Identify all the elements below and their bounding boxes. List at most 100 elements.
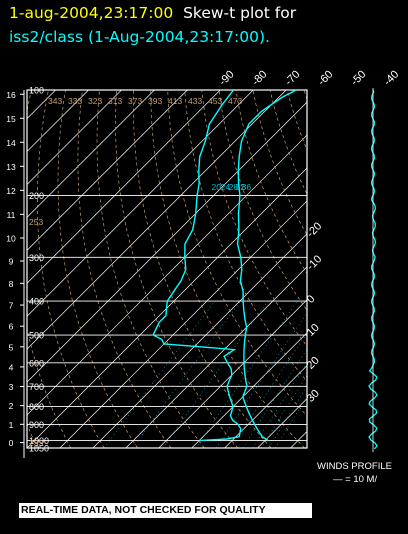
mixing-ratio-label: 32 [236, 182, 246, 192]
pressure-tick-label: 700 [29, 382, 44, 392]
isotherm-top-label: -80 [250, 68, 270, 88]
dry-adiabat-line [372, 90, 408, 448]
isotherm-line [323, 90, 408, 448]
winds-profile-scale: — = 10 M/ [333, 474, 377, 485]
mixing-ratio-label: 24 [221, 182, 231, 192]
pressure-tick-label: 1050 [29, 444, 49, 454]
height-tick-label: 1 [9, 420, 14, 430]
plot-label: Skew-t plot for [183, 4, 297, 22]
adiabat-top-label: 323 [88, 96, 102, 106]
isotherm-line [27, 134, 307, 416]
isotherm-line [191, 332, 307, 448]
isotherm-line [27, 90, 287, 350]
adiabat-top-label: 413 [168, 96, 182, 106]
isotherm-line [59, 200, 307, 448]
mixing-ratio-line [132, 300, 241, 448]
pressure-tick-label: 800 [29, 402, 44, 412]
dry-adiabat-line [201, 90, 307, 347]
isotherm-line [257, 398, 307, 448]
dry-adiabat-line [167, 90, 307, 417]
adiabat-top-label: 343 [48, 96, 62, 106]
isotherm-top-label: -50 [349, 68, 369, 88]
isotherm-line [158, 299, 307, 448]
dry-adiabat-line [115, 90, 238, 448]
mixing-ratio-line [230, 332, 307, 448]
pressure-tick-label: 900 [29, 420, 44, 430]
dry-adiabat-line [133, 90, 272, 448]
mixing-ratio-line [215, 312, 307, 448]
pressure-tick-label: 500 [29, 331, 44, 341]
title-line: 1-aug-2004,23:17:00 Skew-t plot for [9, 1, 296, 25]
adiabat-top-label: 393 [148, 96, 162, 106]
dry-adiabat-line [321, 90, 408, 448]
isotherm-line [27, 167, 307, 448]
dry-adiabat-label: 233 [29, 438, 43, 448]
height-tick-label: 3 [9, 382, 14, 392]
isotherm-line [92, 233, 307, 448]
height-tick-label: 14 [6, 138, 16, 148]
dry-adiabat-line [269, 90, 307, 195]
height-tick-label: 7 [9, 301, 14, 311]
mixing-ratio-label: 20 [212, 182, 222, 192]
dry-adiabat-line [96, 90, 205, 448]
dry-adiabat-line [355, 90, 408, 448]
isotherm-line [224, 365, 307, 448]
isotherm-top-label: -40 [382, 68, 402, 88]
isotherm-top-label: -90 [217, 68, 237, 88]
winds-profile-label: WINDS PROFILE [317, 461, 392, 472]
height-tick-label: 0 [9, 438, 14, 448]
adiabat-top-label: 373 [128, 96, 142, 106]
isotherm-line [27, 90, 122, 185]
mixing-ratio-label: 28 [229, 182, 239, 192]
adiabat-top-label: 453 [208, 96, 222, 106]
height-tick-label: 6 [9, 322, 14, 332]
dry-adiabat-line [218, 90, 307, 311]
dewpoint-series-line [152, 90, 242, 442]
dry-adiabat-line [77, 90, 172, 448]
pressure-tick-label: 300 [29, 253, 44, 263]
dry-adiabat-line [150, 90, 305, 448]
plot-frame [26, 89, 308, 449]
height-tick-label: 12 [6, 186, 16, 196]
height-tick-label: 11 [7, 210, 16, 220]
mixing-ratio-line [274, 396, 307, 448]
dry-adiabat-line [57, 90, 138, 448]
pressure-tick-label: 200 [29, 191, 44, 201]
isotherm-line [27, 101, 307, 383]
mixing-ratio-line [195, 300, 298, 448]
mixing-ratio-line [104, 300, 216, 448]
quality-notice: REAL-TIME DATA, NOT CHECKED FOR QUALITY [19, 503, 312, 518]
dry-adiabat-line [184, 90, 307, 382]
mixing-ratio-label: 36 [242, 182, 252, 192]
adiabat-top-label: 333 [68, 96, 82, 106]
height-tick-label: 13 [6, 162, 16, 172]
isotherm-top-label: -60 [316, 68, 336, 88]
mixing-ratio-line [260, 375, 307, 448]
subtitle: iss2/class (1-Aug-2004,23:17:00). [9, 28, 270, 46]
isotherm-line [27, 90, 221, 284]
dry-adiabat-line [235, 90, 307, 274]
temperature-series-line [236, 90, 297, 442]
adiabat-top-label: 313 [108, 96, 122, 106]
height-tick-label: 16 [6, 90, 16, 100]
height-tick-label: 9 [9, 256, 14, 266]
mixing-ratio-line [242, 348, 307, 448]
pressure-tick-label: 400 [29, 297, 44, 307]
isotherm-line [27, 90, 155, 218]
adiabat-top-label: 473 [228, 96, 242, 106]
height-tick-label: 4 [9, 362, 14, 372]
timestamp-label: 1-aug-2004,23:17:00 [9, 4, 174, 22]
height-tick-label: 8 [9, 279, 14, 289]
pressure-tick-label: 600 [29, 358, 44, 368]
mixing-ratio-line [162, 300, 269, 448]
height-tick-label: 15 [6, 114, 16, 124]
wind-profile-trace [368, 89, 378, 450]
isotherm-line [125, 266, 307, 448]
isotherm-line [27, 90, 89, 153]
mixing-ratio-line [252, 362, 307, 448]
pressure-tick-label: 100 [29, 86, 44, 96]
height-tick-label: 2 [9, 401, 14, 411]
mixing-ratio-line [268, 386, 307, 448]
height-tick-label: 10 [6, 234, 16, 244]
